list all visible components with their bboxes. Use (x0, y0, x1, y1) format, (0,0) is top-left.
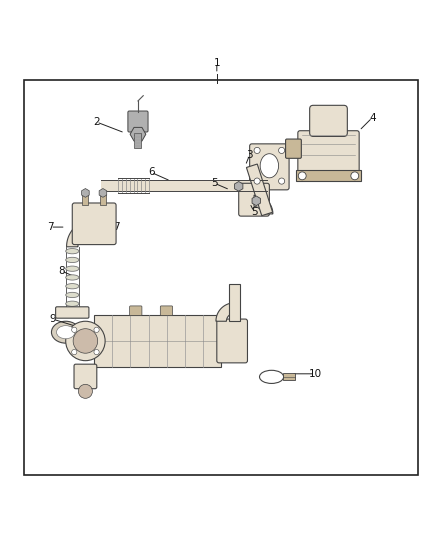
Circle shape (94, 327, 99, 333)
Polygon shape (229, 284, 240, 321)
Ellipse shape (66, 266, 79, 271)
Circle shape (279, 178, 285, 184)
Bar (101, 180, 267, 191)
Text: 6: 6 (148, 167, 155, 177)
Ellipse shape (66, 292, 79, 297)
Ellipse shape (57, 326, 75, 339)
Ellipse shape (66, 257, 79, 263)
Circle shape (279, 147, 285, 154)
FancyBboxPatch shape (130, 306, 142, 316)
Text: 3: 3 (246, 150, 253, 160)
Circle shape (254, 147, 260, 154)
FancyBboxPatch shape (296, 170, 361, 181)
Text: 4: 4 (369, 112, 376, 123)
Polygon shape (254, 195, 273, 214)
Ellipse shape (66, 301, 79, 306)
FancyBboxPatch shape (250, 144, 289, 190)
FancyBboxPatch shape (217, 319, 247, 363)
Ellipse shape (66, 275, 79, 280)
FancyBboxPatch shape (310, 106, 347, 136)
Circle shape (72, 350, 77, 355)
Polygon shape (216, 303, 234, 321)
FancyBboxPatch shape (298, 131, 359, 174)
Ellipse shape (260, 154, 279, 178)
Text: 2: 2 (93, 117, 100, 127)
Text: 5: 5 (211, 178, 218, 188)
FancyBboxPatch shape (239, 183, 269, 216)
Text: 10: 10 (309, 369, 322, 379)
Circle shape (72, 327, 77, 333)
Polygon shape (67, 219, 94, 247)
Circle shape (254, 178, 260, 184)
Circle shape (78, 384, 92, 398)
Circle shape (66, 321, 105, 361)
Text: 8: 8 (58, 266, 65, 276)
Circle shape (298, 172, 306, 180)
Ellipse shape (52, 321, 80, 343)
Text: 1: 1 (213, 58, 220, 68)
FancyBboxPatch shape (128, 111, 148, 132)
Ellipse shape (66, 284, 79, 289)
Polygon shape (247, 164, 272, 216)
Bar (82, 194, 88, 205)
FancyBboxPatch shape (72, 203, 116, 245)
Bar (283, 374, 295, 381)
FancyBboxPatch shape (94, 314, 221, 367)
FancyBboxPatch shape (160, 306, 173, 316)
Text: 7: 7 (47, 222, 54, 232)
Ellipse shape (66, 248, 79, 254)
Circle shape (351, 172, 359, 180)
Circle shape (73, 329, 98, 353)
FancyBboxPatch shape (286, 139, 301, 158)
Bar (100, 194, 106, 205)
Text: 9: 9 (49, 314, 56, 324)
Text: 5: 5 (251, 207, 258, 217)
FancyBboxPatch shape (56, 307, 89, 318)
Text: 7: 7 (113, 222, 120, 232)
FancyBboxPatch shape (74, 364, 97, 389)
Bar (134, 133, 141, 148)
Circle shape (94, 350, 99, 355)
